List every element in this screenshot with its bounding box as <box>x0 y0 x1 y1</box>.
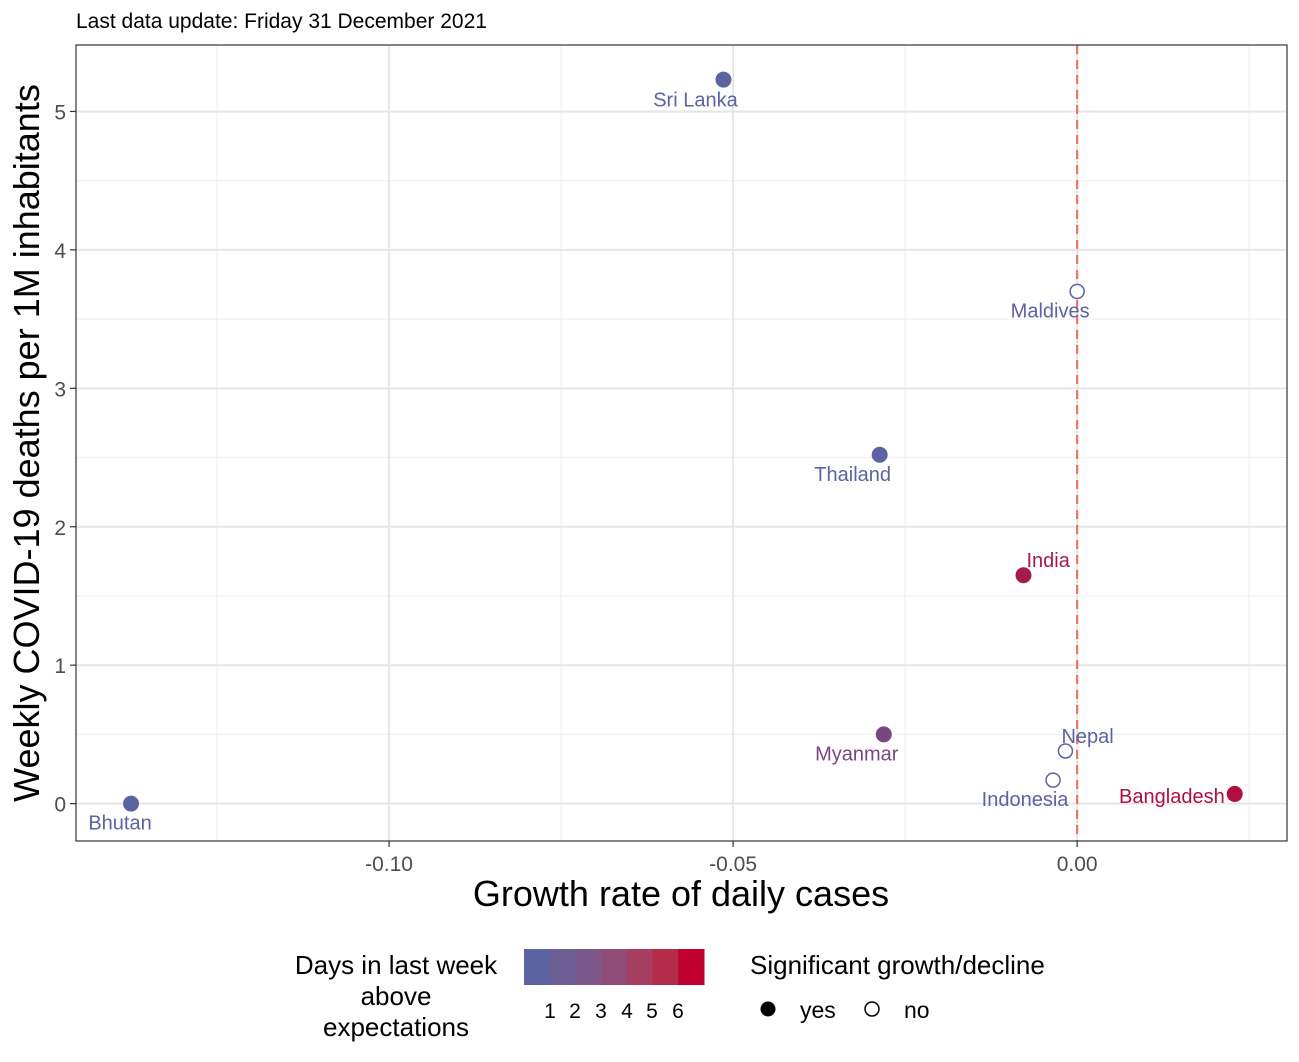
x-axis-ticks: -0.10 -0.05 0.00 <box>365 841 1098 876</box>
color-bar-label: 6 <box>672 1000 684 1023</box>
color-bar-label: 4 <box>621 1000 633 1023</box>
x-tick-label: -0.05 <box>709 853 757 876</box>
minor-gridlines <box>76 45 1287 841</box>
point-label-nepal: Nepal <box>1061 726 1113 748</box>
point-labels: Sri Lanka Maldives Thailand India Myanmar Nep… <box>88 90 1224 835</box>
point-label-sri-lanka: Sri Lanka <box>653 90 738 112</box>
point-label-indonesia: Indonesia <box>982 789 1070 811</box>
point-label-bangladesh: Bangladesh <box>1119 786 1225 808</box>
color-bar-segment <box>601 949 628 985</box>
point-label-thailand: Thailand <box>814 464 891 486</box>
point-maldives <box>1069 283 1085 300</box>
legend-color-title-line-1: Days in last week <box>295 950 498 980</box>
y-tick-label: 4 <box>54 240 66 263</box>
data-points <box>123 71 1243 812</box>
legend-filled-circle-icon <box>760 1001 776 1017</box>
point-nepal <box>1057 743 1074 759</box>
point-sri-lanka <box>715 71 732 88</box>
legend-open-circle-icon <box>864 1001 880 1017</box>
color-bar-segment <box>626 949 654 985</box>
point-label-myanmar: Myanmar <box>815 743 899 765</box>
color-bar <box>524 949 705 985</box>
x-axis-title: Growth rate of daily cases <box>473 873 889 914</box>
legend-color-title-line-2: above <box>361 981 432 1011</box>
legend-no-label: no <box>904 997 930 1023</box>
significance-legend: Significant growth/decline yes no <box>750 950 1045 1023</box>
color-bar-segment <box>549 949 576 985</box>
color-bar-label: 2 <box>569 1000 581 1023</box>
color-bar-label: 1 <box>544 1000 556 1023</box>
point-myanmar <box>875 726 892 743</box>
point-thailand <box>871 446 888 463</box>
point-label-maldives: Maldives <box>1011 300 1090 322</box>
legend-shape-title: Significant growth/decline <box>750 950 1045 980</box>
point-bangladesh <box>1226 785 1243 802</box>
color-bar-segment <box>575 949 602 985</box>
y-tick-label: 5 <box>54 101 66 124</box>
chart-subtitle: Last data update: Friday 31 December 202… <box>76 10 487 33</box>
y-tick-label: 1 <box>54 655 66 678</box>
point-label-bhutan: Bhutan <box>88 813 151 835</box>
color-bar-segment <box>678 949 705 985</box>
y-tick-label: 0 <box>54 794 66 817</box>
color-bar-label: 5 <box>646 1000 658 1023</box>
y-axis-ticks: 0 1 2 3 4 5 <box>54 101 76 817</box>
legend-color-title-line-3: expectations <box>323 1012 469 1042</box>
plot-panel-border <box>75 44 1288 842</box>
color-bar-segment <box>524 949 551 985</box>
x-tick-label: -0.10 <box>365 853 413 876</box>
x-tick-label: 0.00 <box>1057 853 1098 876</box>
point-india <box>1015 567 1032 584</box>
color-bar-segment <box>652 949 679 985</box>
color-bar-label: 3 <box>595 1000 607 1023</box>
point-bhutan <box>123 795 140 812</box>
point-indonesia <box>1045 772 1061 788</box>
point-label-india: India <box>1026 550 1070 572</box>
y-tick-label: 3 <box>54 378 66 401</box>
major-gridlines <box>76 45 1287 841</box>
legend-yes-label: yes <box>800 997 836 1023</box>
y-tick-label: 2 <box>54 517 66 540</box>
y-axis-title: Weekly COVID-19 deaths per 1M inhabitant… <box>6 84 47 802</box>
